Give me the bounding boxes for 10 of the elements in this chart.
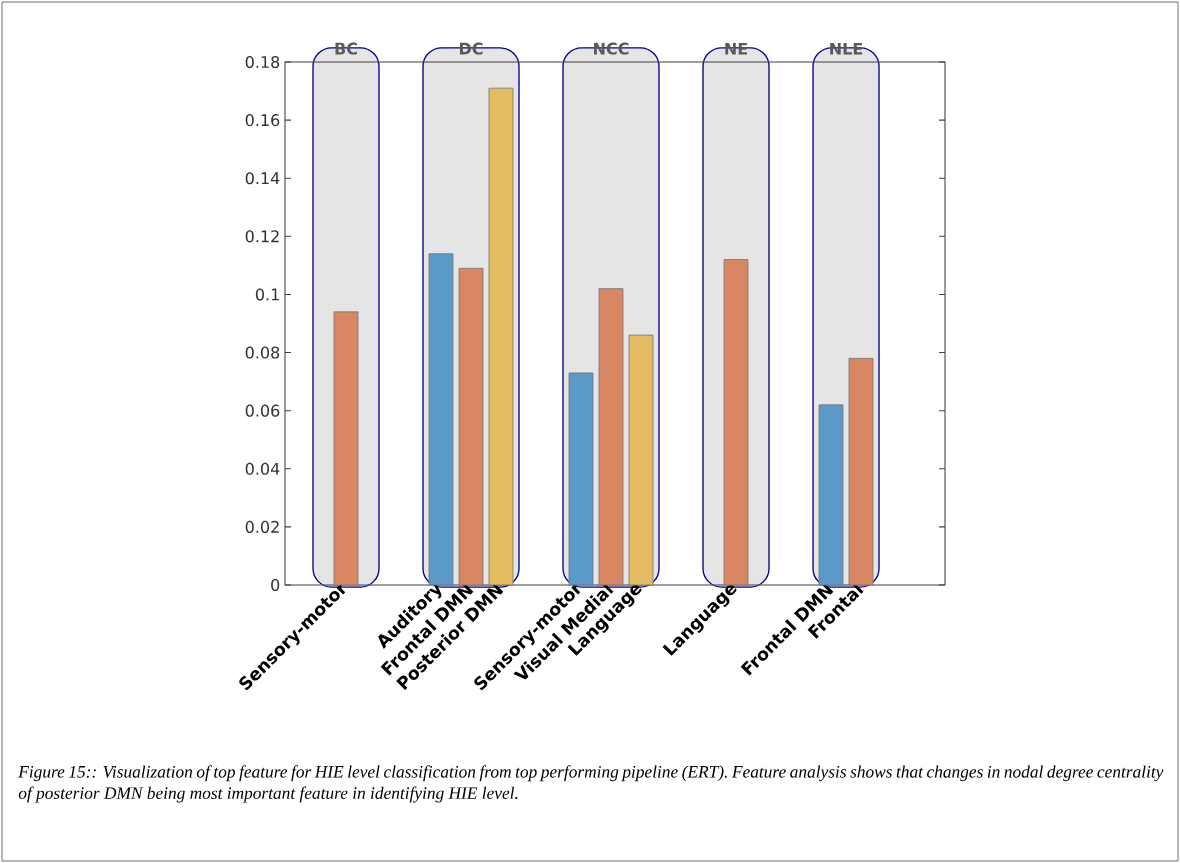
caption: Figure 15:: Visualization of top feature for HIE level classification from top performing pipeline (ERT). Feature analysis shows that changes in nodal degree centrality of posterior DMN being most important feature in identifying HIE level. [18, 765, 1164, 803]
y-tick-label: 0.06 [245, 404, 280, 417]
y-tick-label: 0.02 [245, 520, 279, 533]
y-tick-label: 0.1 [255, 288, 279, 301]
y-tick-label: 0.14 [245, 172, 280, 185]
y-tick-label: 0.04 [245, 462, 280, 475]
y-tick-label: 0.16 [245, 114, 280, 127]
y-tick-label: 0.18 [245, 55, 280, 69]
y-tick-label: 0.08 [245, 346, 280, 359]
y-tick-label: 0.12 [245, 230, 279, 243]
